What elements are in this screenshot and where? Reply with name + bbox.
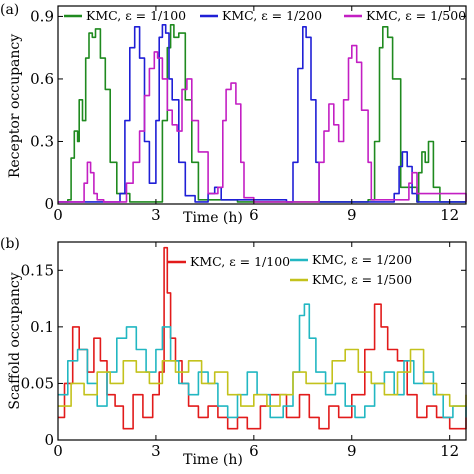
panel-a-label: (a) [0, 2, 19, 18]
panel-a-x-tick-label-4: 12 [440, 206, 459, 224]
panel-a-ticks: 0 3 6 9 12 0 0.3 0.6 0.9 [30, 6, 466, 224]
panel-b-axes-frame [57, 241, 467, 441]
panel-a: (a) Receptor occupancy Time (h) 0 3 6 9 1200… [0, 2, 467, 226]
panel-a-x-tick-label-1: 3 [151, 206, 161, 224]
panel-b-y-tick-label-0: 0 [44, 431, 54, 449]
panel-b-legend: KMC, ε = 1/100 KMC, ε = 1/200 KMC, ε = 1/5… [168, 252, 412, 287]
panel-b-x-tick-label-0: 0 [53, 442, 63, 460]
panel-a-legend-label-1: KMC, ε = 1/100 [86, 8, 186, 23]
panel-b-x-tick-label-2: 6 [249, 442, 259, 460]
panel-a-legend-label-2: KMC, ε = 1/200 [222, 8, 322, 23]
panel-a-x-axis-title: Time (h) [183, 210, 243, 226]
panel-b-series-2-line [58, 303, 467, 419]
panel-b-label: (b) [0, 236, 20, 252]
panel-b-x-tick-label-4: 12 [440, 442, 459, 460]
panel-b-legend-label-3: KMC, ε = 1/500 [312, 272, 412, 287]
panel-b-y-tick-label-1: 0.05 [21, 374, 54, 392]
panel-a-x-tick-label-2: 6 [249, 206, 259, 224]
panel-a-series-2-line [58, 24, 466, 203]
panel-b-legend-label-2: KMC, ε = 1/200 [312, 252, 412, 267]
panel-b-x-tick-label-1: 3 [151, 442, 161, 460]
panel-b-plot-area [58, 246, 467, 430]
panel-b-legend-label-1: KMC, ε = 1/100 [190, 254, 290, 269]
panel-a-y-tick-label-1: 0.3 [30, 132, 54, 150]
panel-b-x-tick-label-3: 9 [347, 442, 357, 460]
panel-b: (b) Scaffold occupancy Time (h) 0 3 6 9 1200… [0, 236, 467, 468]
panel-b-y-axis-title: Scaffold occupancy [7, 272, 23, 409]
panel-a-plot-area [58, 24, 467, 203]
panel-a-y-tick-label-3: 0.9 [30, 7, 54, 25]
panel-a-y-tick-label-0: 0 [44, 195, 54, 213]
panel-a-series-1-line [58, 24, 466, 203]
panel-a-series-3-line [58, 44, 467, 203]
panel-b-ticks: 0 3 6 9 12 0 0.05 0.1 0.15 [21, 242, 466, 460]
panel-a-x-tick-label-3: 9 [347, 206, 357, 224]
panel-b-x-axis-title: Time (h) [183, 452, 243, 468]
panel-b-y-tick-label-2: 0.1 [30, 318, 54, 336]
panel-a-x-tick-label-0: 0 [53, 206, 63, 224]
panel-a-axes-frame [57, 5, 467, 205]
panel-b-y-tick-label-3: 0.15 [21, 261, 54, 279]
panel-b-series-3-line [58, 348, 467, 407]
panel-a-y-axis-title: Receptor occupancy [7, 34, 23, 178]
panel-a-legend-label-3: KMC, ε = 1/500 [366, 8, 466, 23]
panel-a-legend: KMC, ε = 1/100 KMC, ε = 1/200 KMC, ε = 1/5… [64, 8, 466, 23]
panel-a-y-tick-label-2: 0.6 [30, 70, 54, 88]
